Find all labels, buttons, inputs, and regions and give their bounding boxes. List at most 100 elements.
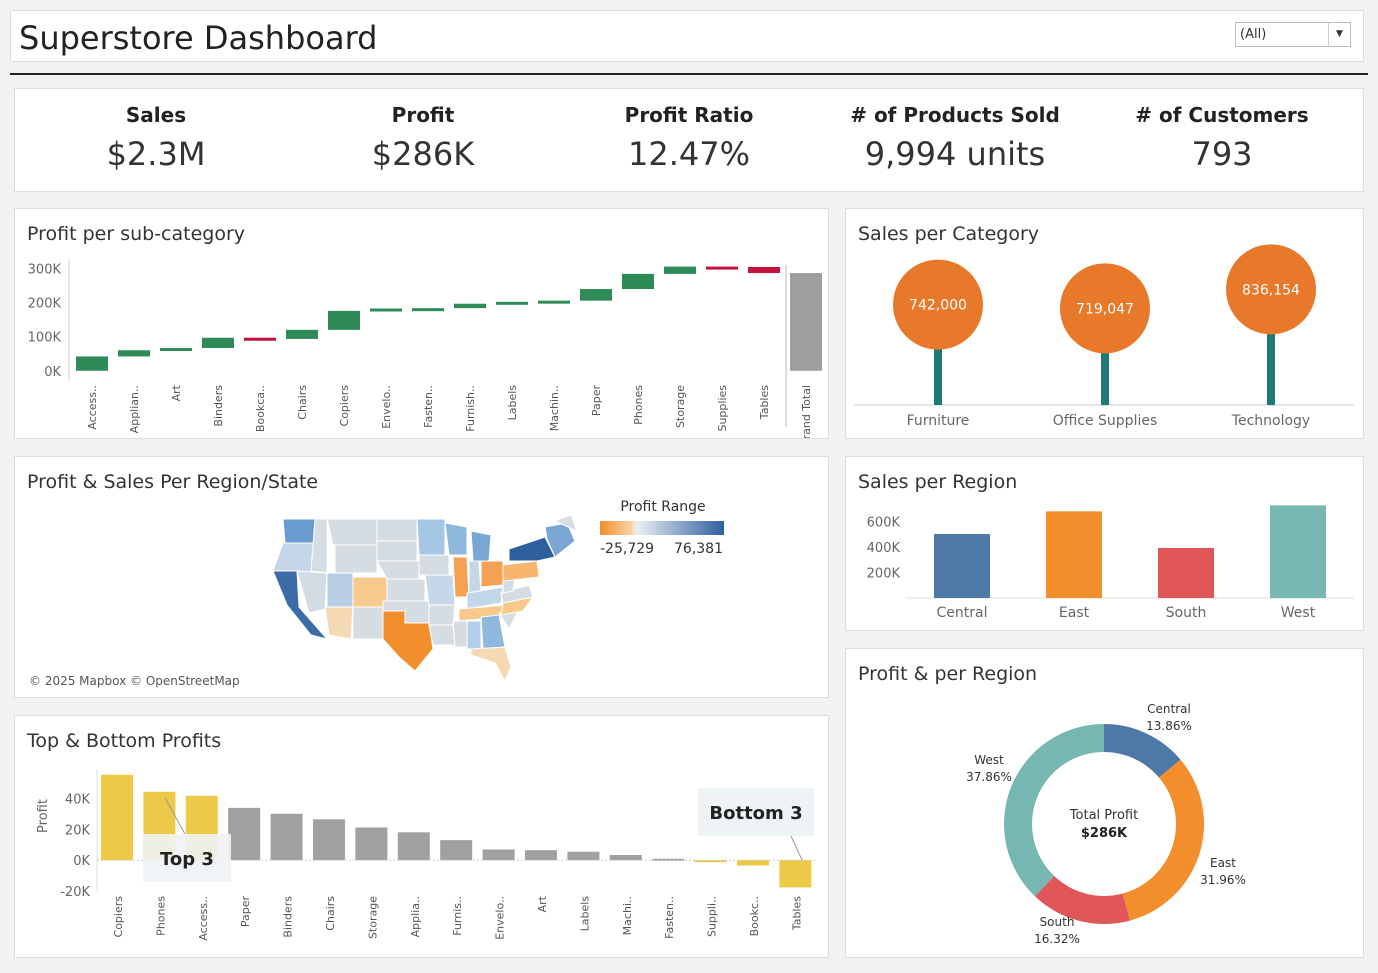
state-ky	[466, 586, 504, 610]
kpi-label: # of Customers	[1135, 103, 1309, 127]
region-bar	[1046, 511, 1102, 598]
waterfall-bar	[370, 308, 402, 312]
region-bar	[1158, 548, 1214, 598]
top-bottom-chart: 40K 20K 0K -20K Profit Copiers Phones Access.. P…	[36, 770, 815, 941]
donut-center-label: Total Profit	[1069, 808, 1138, 823]
x-tick-label: Binders	[212, 385, 225, 427]
slice-name: East	[1210, 856, 1236, 870]
x-tick-label: Phones	[632, 385, 645, 425]
map-attribution: © 2025 Mapbox © OpenStreetMap	[29, 674, 240, 688]
profit-bar	[694, 860, 727, 863]
waterfall-bar	[412, 308, 444, 312]
state-nd	[376, 518, 418, 542]
slice-percent: 31.96%	[1200, 873, 1246, 887]
lollipop-circle	[1060, 263, 1150, 354]
x-tick-label: Binders	[282, 896, 295, 938]
waterfall-title: Profit per sub-category	[27, 223, 246, 245]
profit-bar	[482, 849, 515, 861]
y-tick-label: 600K	[867, 515, 901, 530]
slice-name: Central	[1147, 702, 1191, 716]
waterfall-bar	[580, 289, 612, 301]
profit-bar	[609, 854, 642, 861]
filter-value: (All)	[1240, 27, 1267, 42]
category-chart: 742,000 Furniture 719,047 Office Supplies 83…	[854, 244, 1354, 429]
state-ms	[452, 620, 468, 648]
x-tick-label: Phones	[154, 896, 167, 936]
state-va	[500, 584, 534, 604]
waterfall-bar	[286, 329, 318, 339]
y-tick-label: 200K	[867, 566, 901, 581]
x-tick-label: Applia..	[409, 896, 422, 937]
state-ut	[326, 572, 354, 608]
x-tick-label: Labels	[578, 896, 591, 932]
x-tick-label: Fasten..	[663, 896, 676, 939]
waterfall-bar	[622, 273, 654, 290]
x-tick-label: Chairs	[324, 896, 337, 931]
profit-bar	[440, 840, 473, 861]
kpi-label: # of Products Sold	[850, 103, 1060, 127]
waterfall-bar	[202, 337, 234, 349]
filter-dropdown[interactable]: (All) ▼	[1235, 22, 1351, 47]
profit-bar	[779, 860, 812, 888]
state-mt	[326, 518, 378, 546]
y-axis-label: Profit	[36, 799, 51, 833]
waterfall-bar	[748, 267, 780, 274]
x-tick-label: Storage	[674, 385, 687, 428]
region-sales-panel: Sales per Region 600K 400K 200K Central East…	[845, 456, 1364, 631]
profit-bar	[397, 832, 430, 861]
kpi-value: 12.47%	[627, 135, 750, 173]
x-tick-label: Fasten..	[422, 385, 435, 428]
x-tick-label: Access..	[86, 385, 99, 430]
state-nm	[352, 606, 384, 640]
x-tick-label: Furnish..	[464, 385, 477, 432]
lollipop-circle	[1226, 244, 1316, 335]
region-sales-title: Sales per Region	[858, 471, 1018, 493]
x-tick-label: Supplies	[716, 385, 729, 432]
y-tick-label: 400K	[867, 541, 901, 556]
state-pa	[502, 560, 540, 582]
us-map[interactable]: Profit Range -25,729 76,381 © 2025 Mapbo…	[15, 457, 828, 697]
state-ne	[376, 560, 420, 580]
waterfall-bar	[538, 300, 570, 304]
profit-bar	[270, 813, 303, 861]
region-bar	[1270, 505, 1326, 598]
map-legend-max: 76,381	[674, 541, 723, 557]
chevron-down-icon[interactable]: ▼	[1328, 23, 1350, 46]
region-profit-title: Profit & per Region	[858, 663, 1038, 685]
kpi-label: Profit Ratio	[624, 103, 754, 127]
kpi-customers: # of Customers 793	[1102, 103, 1342, 173]
map-legend-gradient	[600, 521, 724, 535]
waterfall-bar	[496, 301, 528, 305]
region-profit-panel: Profit & per Region Central 13.86% East 31.…	[845, 648, 1364, 958]
region-profit-chart: Central 13.86% East 31.96% South 16.32% West 37…	[966, 702, 1246, 946]
x-tick-label: Copiers	[338, 385, 351, 427]
kpi-panel: Sales $2.3M Profit $286K Profit Ratio 12.47…	[14, 88, 1364, 192]
waterfall-bar	[244, 337, 276, 341]
x-tick-label: Chairs	[296, 385, 309, 420]
state-wi	[444, 522, 468, 556]
state-ar	[428, 604, 456, 626]
waterfall-panel: Profit per sub-category 300K 200K 100K 0K Ac…	[14, 208, 829, 439]
map-title: Profit & Sales Per Region/State	[27, 471, 319, 493]
state-il	[452, 556, 470, 598]
x-tick-label: Office Supplies	[1053, 413, 1158, 429]
x-tick-label: Suppli..	[706, 896, 719, 937]
state-la	[428, 624, 456, 646]
profit-bar	[313, 819, 345, 861]
waterfall-chart: 300K 200K 100K 0K Access.. Applian.. Art Binder…	[28, 259, 822, 438]
state-fl	[470, 646, 512, 683]
waterfall-bar	[118, 350, 150, 357]
state-wy	[334, 544, 378, 574]
state-ia	[418, 554, 450, 576]
y-tick-label: 200K	[28, 297, 62, 312]
x-tick-label: Furniture	[907, 413, 970, 429]
x-tick-label: Machin..	[548, 385, 561, 431]
bottom3-callout-label: Bottom 3	[709, 803, 802, 824]
map-legend-min: -25,729	[600, 541, 654, 557]
waterfall-bar	[454, 303, 486, 309]
slice-percent: 13.86%	[1146, 719, 1192, 733]
y-tick-label: 100K	[28, 331, 62, 346]
x-tick-label: Art	[170, 384, 183, 401]
state-in	[468, 560, 482, 594]
donut-slice	[1104, 724, 1181, 778]
